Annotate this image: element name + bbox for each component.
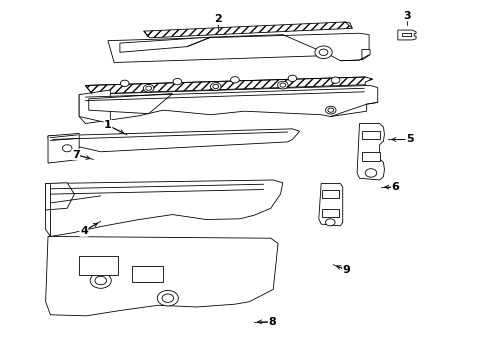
Circle shape bbox=[157, 291, 178, 306]
Polygon shape bbox=[108, 33, 368, 63]
Polygon shape bbox=[143, 22, 351, 38]
Bar bbox=[361, 152, 379, 161]
Text: 7: 7 bbox=[72, 150, 80, 159]
Polygon shape bbox=[361, 49, 369, 60]
Circle shape bbox=[143, 84, 154, 92]
Circle shape bbox=[325, 106, 335, 114]
Text: 2: 2 bbox=[214, 14, 222, 24]
Polygon shape bbox=[356, 123, 384, 180]
Circle shape bbox=[365, 169, 376, 177]
Polygon shape bbox=[397, 30, 415, 40]
Circle shape bbox=[162, 294, 173, 302]
Circle shape bbox=[280, 83, 285, 87]
Polygon shape bbox=[318, 184, 342, 226]
Polygon shape bbox=[85, 77, 372, 94]
Circle shape bbox=[287, 75, 296, 82]
Circle shape bbox=[314, 46, 331, 59]
Bar bbox=[132, 266, 163, 282]
Circle shape bbox=[95, 276, 106, 285]
Circle shape bbox=[230, 77, 239, 83]
Text: 1: 1 bbox=[104, 120, 112, 130]
Circle shape bbox=[145, 86, 151, 90]
Bar bbox=[322, 209, 338, 217]
Text: 6: 6 bbox=[391, 182, 399, 192]
Text: 4: 4 bbox=[80, 226, 88, 236]
Text: 9: 9 bbox=[342, 265, 350, 275]
Bar bbox=[322, 190, 338, 198]
Polygon shape bbox=[45, 180, 282, 237]
Circle shape bbox=[319, 49, 327, 55]
Polygon shape bbox=[45, 237, 278, 316]
Circle shape bbox=[173, 78, 182, 85]
Text: 8: 8 bbox=[268, 317, 276, 327]
Circle shape bbox=[210, 83, 221, 90]
Bar bbox=[79, 256, 117, 275]
Text: 5: 5 bbox=[405, 134, 413, 144]
Circle shape bbox=[212, 84, 218, 89]
Text: 3: 3 bbox=[403, 11, 410, 21]
Bar bbox=[361, 131, 379, 139]
Circle shape bbox=[277, 81, 287, 89]
Polygon shape bbox=[79, 85, 377, 123]
Polygon shape bbox=[120, 37, 210, 52]
Polygon shape bbox=[89, 94, 172, 114]
Polygon shape bbox=[48, 129, 299, 152]
Circle shape bbox=[120, 80, 129, 86]
Circle shape bbox=[62, 145, 72, 152]
Circle shape bbox=[90, 273, 111, 288]
Polygon shape bbox=[45, 183, 74, 210]
Polygon shape bbox=[48, 134, 79, 163]
Circle shape bbox=[325, 219, 334, 226]
Polygon shape bbox=[79, 90, 110, 123]
Circle shape bbox=[330, 77, 339, 83]
Circle shape bbox=[327, 108, 333, 112]
